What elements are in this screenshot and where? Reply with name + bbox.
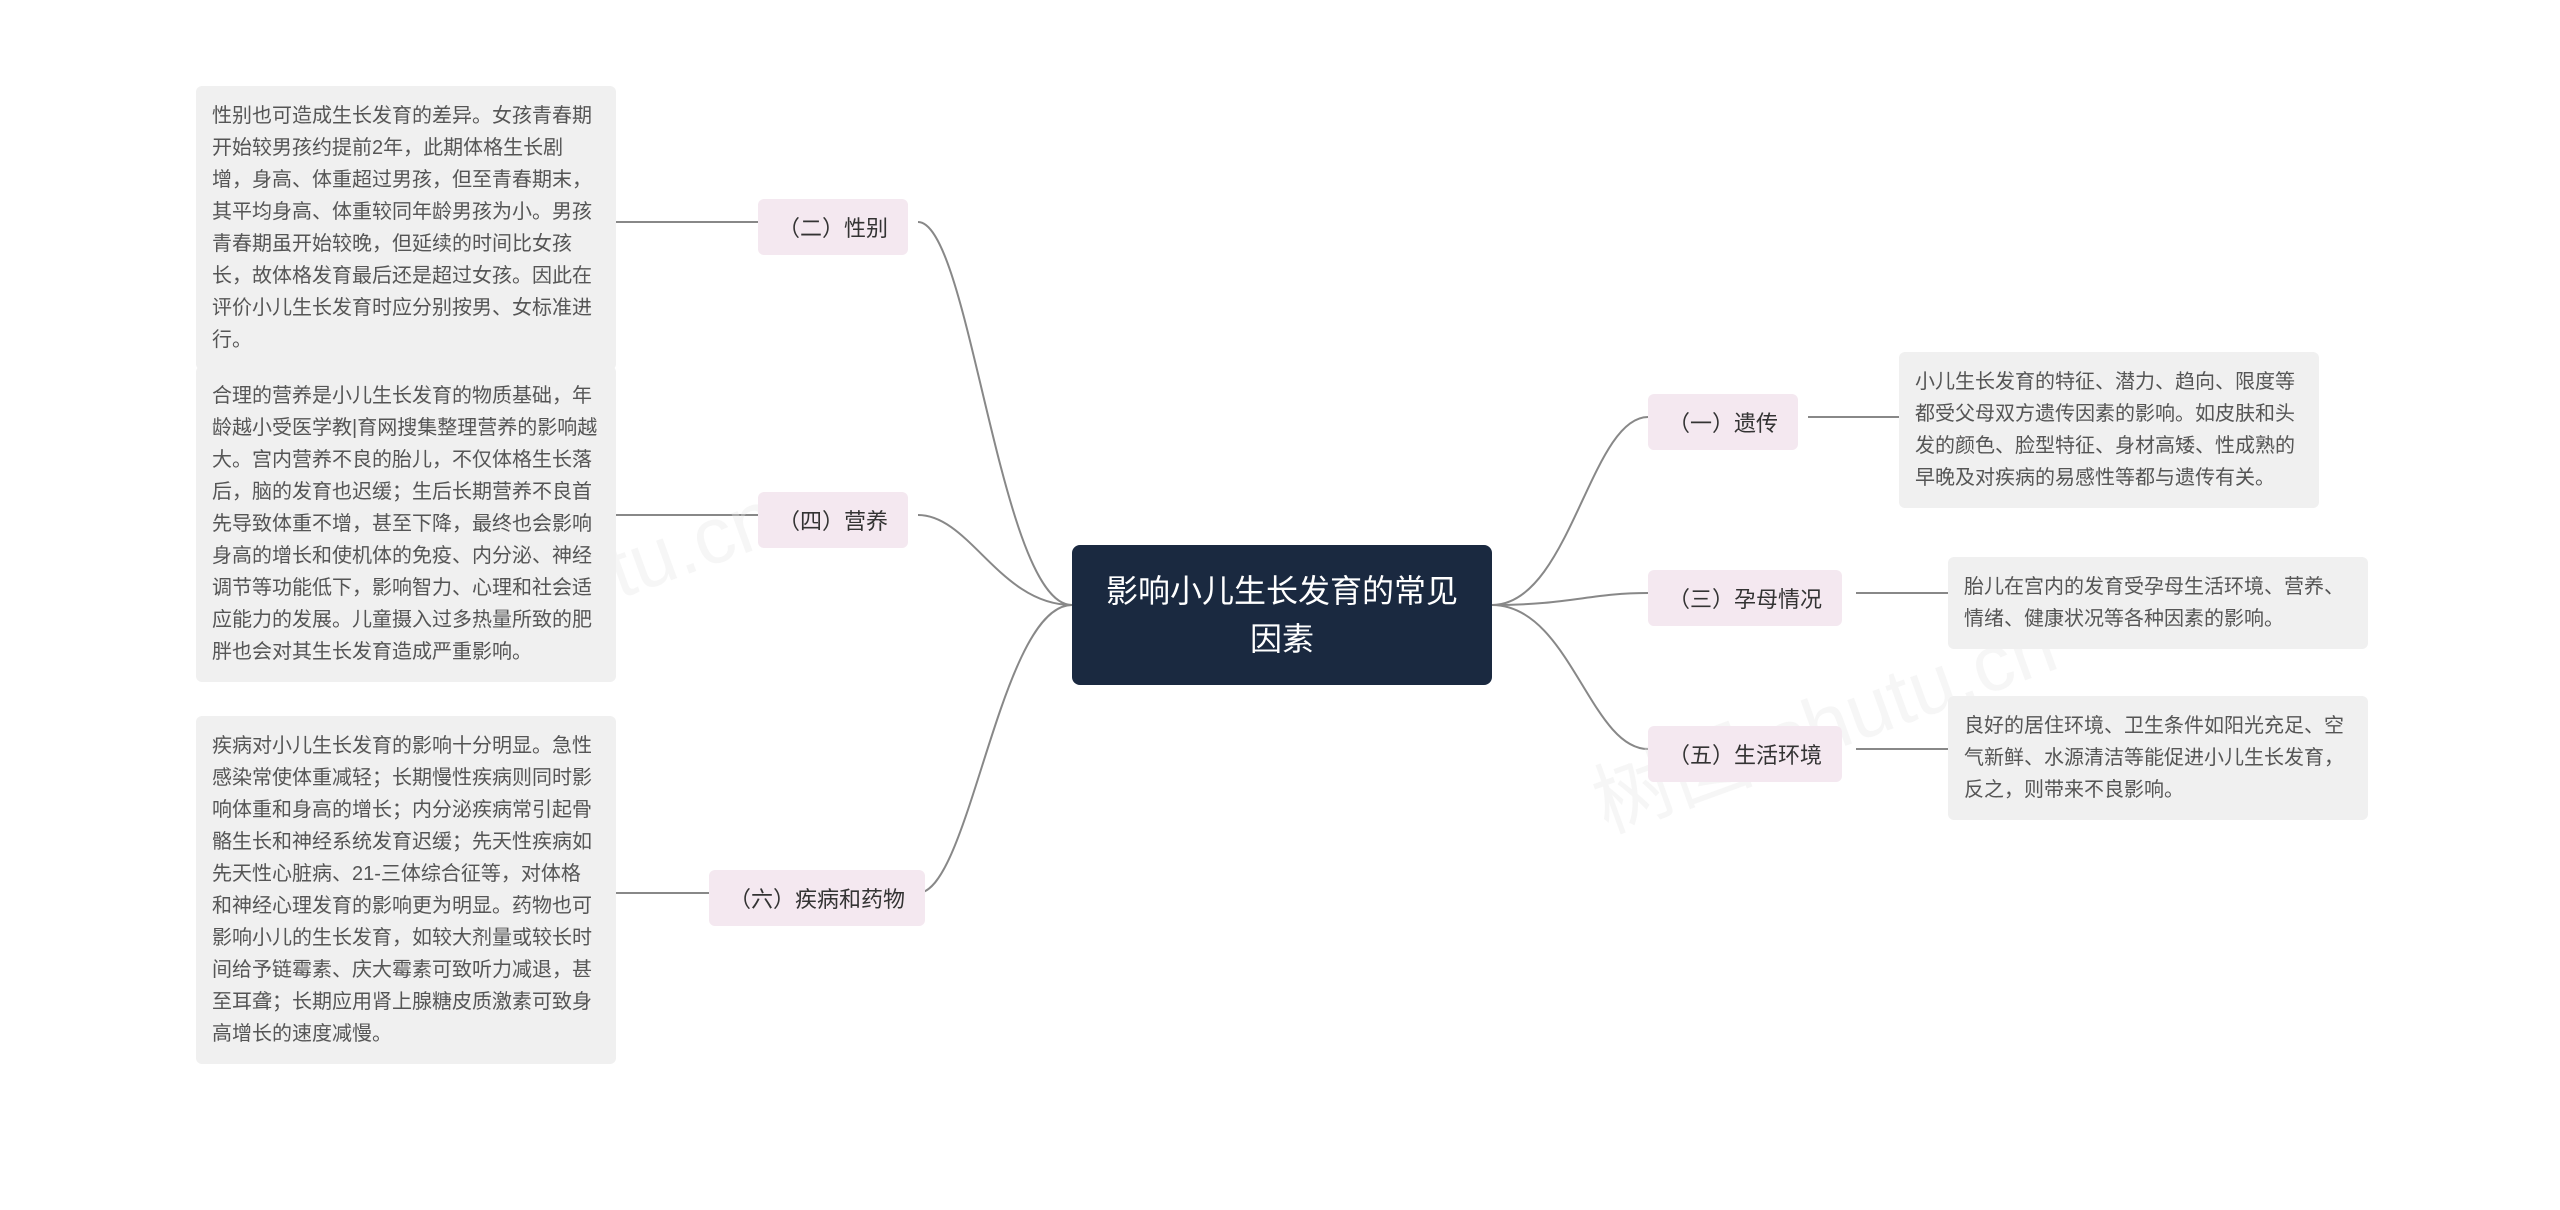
branch-gender: （二）性别	[758, 199, 908, 255]
mindmap-root: 影响小儿生长发育的常见因素	[1072, 545, 1492, 685]
branch-pregnancy: （三）孕母情况	[1648, 570, 1842, 626]
branch-nutrition: （四）营养	[758, 492, 908, 548]
leaf-environment: 良好的居住环境、卫生条件如阳光充足、空气新鲜、水源清洁等能促进小儿生长发育，反之…	[1948, 696, 2368, 820]
branch-heredity: （一）遗传	[1648, 394, 1798, 450]
branch-disease: （六）疾病和药物	[709, 870, 925, 926]
leaf-disease: 疾病对小儿生长发育的影响十分明显。急性感染常使体重减轻；长期慢性疾病则同时影响体…	[196, 716, 616, 1064]
branch-environment: （五）生活环境	[1648, 726, 1842, 782]
leaf-heredity: 小儿生长发育的特征、潜力、趋向、限度等都受父母双方遗传因素的影响。如皮肤和头发的…	[1899, 352, 2319, 508]
leaf-gender: 性别也可造成生长发育的差异。女孩青春期开始较男孩约提前2年，此期体格生长剧增，身…	[196, 86, 616, 370]
leaf-nutrition: 合理的营养是小儿生长发育的物质基础，年龄越小受医学教|育网搜集整理营养的影响越大…	[196, 366, 616, 682]
leaf-pregnancy: 胎儿在宫内的发育受孕母生活环境、营养、情绪、健康状况等各种因素的影响。	[1948, 557, 2368, 649]
